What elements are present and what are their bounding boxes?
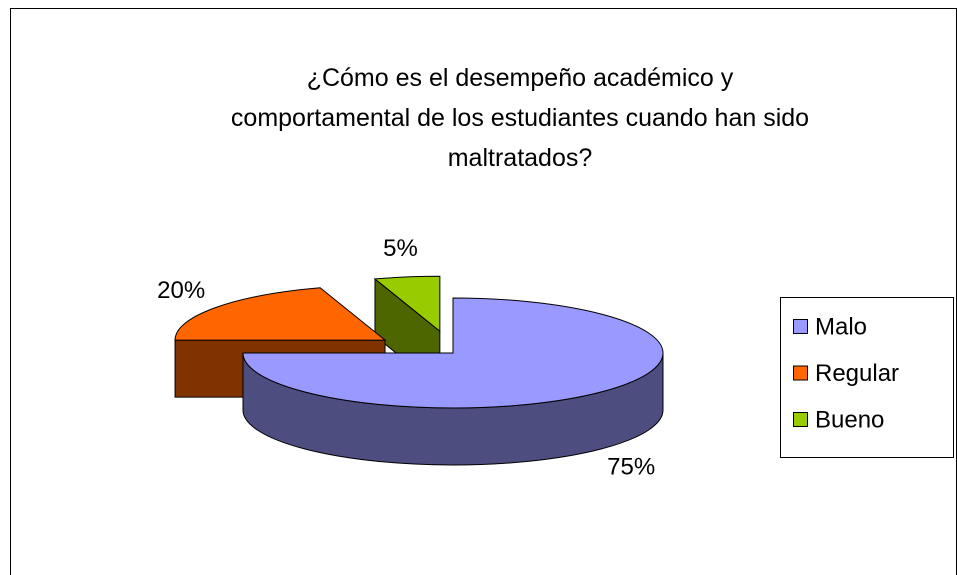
legend-label: Regular	[815, 360, 899, 387]
pie	[174, 275, 664, 466]
legend: Malo Regular Bueno	[793, 313, 899, 433]
chart-frame	[10, 8, 957, 575]
legend-label: Malo	[815, 313, 867, 340]
data-label: 75%	[607, 454, 655, 481]
legend-swatch	[793, 319, 808, 334]
legend-box	[780, 297, 954, 458]
slice	[174, 287, 387, 341]
legend-swatch	[793, 412, 808, 427]
data-label: 5%	[383, 235, 418, 262]
legend-label: Bueno	[815, 406, 884, 433]
chart-title: ¿Cómo es el desempeño académico y compor…	[230, 64, 810, 172]
slice	[242, 297, 664, 409]
slice	[373, 275, 441, 333]
legend-swatch	[793, 365, 808, 381]
data-label: 20%	[157, 277, 205, 304]
